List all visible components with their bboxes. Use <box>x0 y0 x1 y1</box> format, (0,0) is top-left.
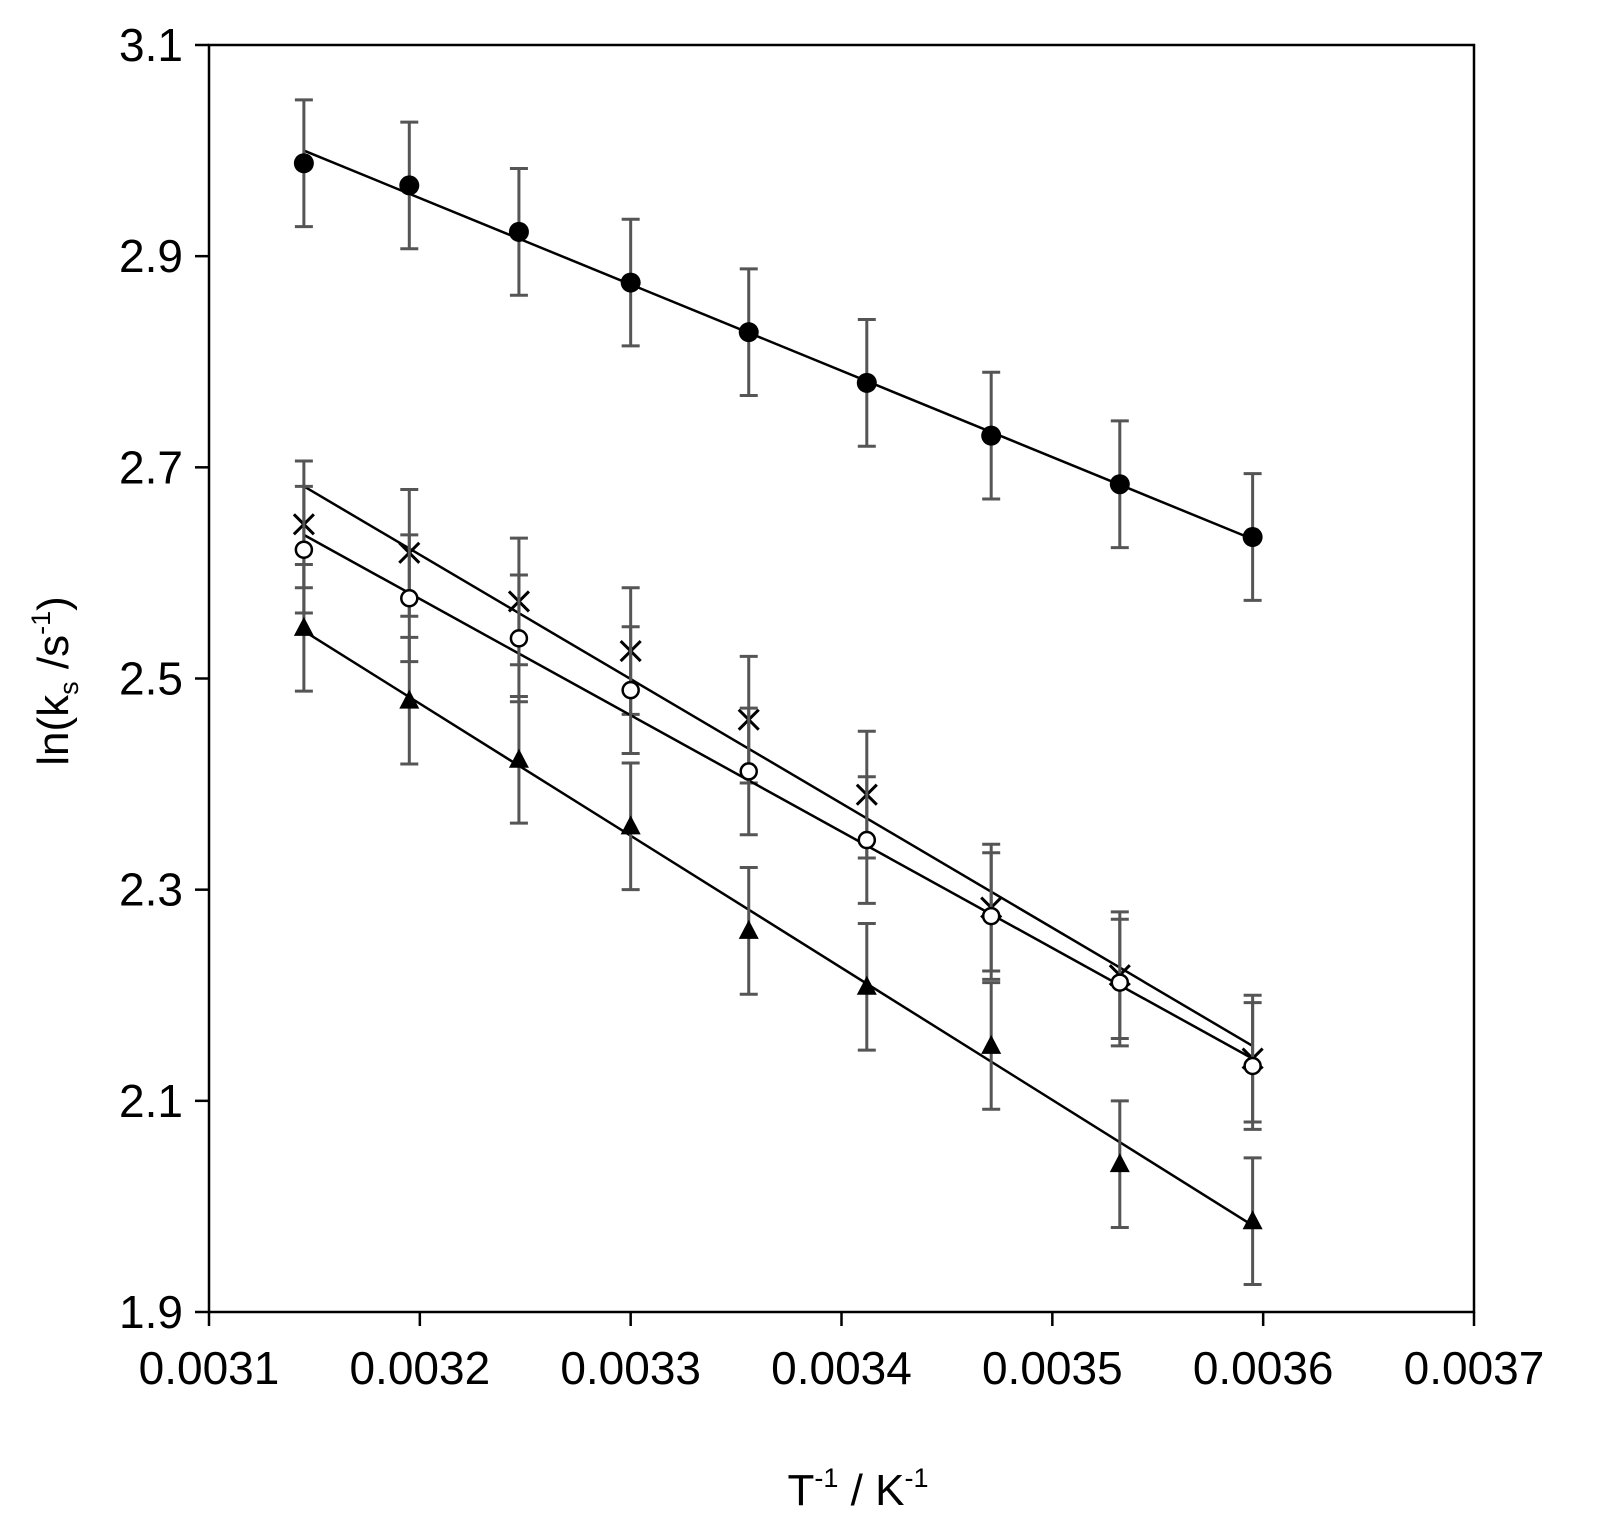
data-point <box>1109 1153 1130 1173</box>
data-point <box>621 680 640 700</box>
y-tick-label: 2.3 <box>119 864 183 916</box>
x-tick-label: 0.0033 <box>560 1342 701 1394</box>
data-point <box>738 919 759 939</box>
plot-frame <box>207 43 1476 1314</box>
fit-line <box>303 629 1254 1227</box>
data-point <box>293 616 314 636</box>
x-tick-label: 0.0031 <box>139 1342 280 1394</box>
y-tick-label: 2.5 <box>119 653 183 705</box>
y-tick-label: 3.1 <box>119 19 183 71</box>
data-point <box>1242 1210 1263 1230</box>
data-point <box>508 748 529 768</box>
fit-line <box>303 485 1254 1048</box>
data-point <box>856 975 877 995</box>
data-point <box>508 221 529 242</box>
data-point <box>1109 474 1130 495</box>
x-tick-label: 0.0035 <box>982 1342 1123 1394</box>
data-point <box>294 540 314 559</box>
data-point <box>1242 527 1263 548</box>
data-point <box>856 372 877 393</box>
plot-area <box>292 98 1264 1287</box>
y-tick-label: 2.7 <box>119 441 183 493</box>
axes: 0.0031 0.0032 0.0033 0.0034 0.0035 0.0036 0.00… <box>119 19 1544 1394</box>
data-point <box>1110 973 1130 992</box>
x-tick-label: 0.0036 <box>1193 1342 1334 1394</box>
data-point <box>293 153 314 174</box>
data-point <box>509 629 529 648</box>
data-point <box>400 589 419 608</box>
data-point <box>857 830 877 850</box>
data-point <box>981 906 1001 926</box>
data-point <box>1243 1056 1262 1076</box>
fit-line <box>303 533 1254 1060</box>
y-tick-label: 1.9 <box>119 1286 183 1338</box>
x-tick-label: 0.0034 <box>771 1342 912 1394</box>
y-tick-label: 2.9 <box>119 230 183 282</box>
data-point <box>620 815 641 835</box>
data-point <box>981 425 1002 446</box>
y-tick-label: 2.1 <box>119 1075 183 1127</box>
x-tick-label: 0.0032 <box>349 1342 490 1394</box>
y-axis-label: ln(ks /s-1) <box>26 596 84 766</box>
data-point <box>981 1034 1002 1054</box>
data-point <box>399 689 420 709</box>
data-point <box>620 272 641 293</box>
fit-line <box>303 149 1254 541</box>
x-tick-label: 0.0037 <box>1404 1342 1545 1394</box>
x-axis-label: T-1 / K-1 <box>788 1463 929 1515</box>
data-point <box>739 762 758 781</box>
data-point <box>399 175 420 196</box>
data-point <box>738 322 759 343</box>
